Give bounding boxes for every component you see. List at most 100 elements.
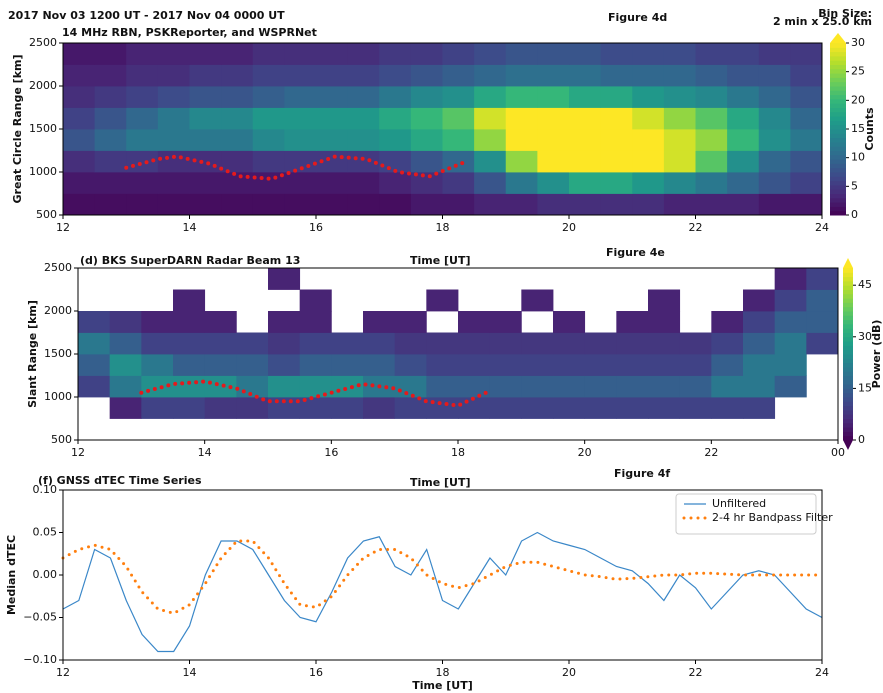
- heatmap-cell: [663, 150, 696, 173]
- colorbar-tick-label: 15: [851, 122, 865, 135]
- heatmap-cell: [189, 43, 222, 65]
- colorbar-extend: [843, 440, 853, 450]
- heatmap-cell: [157, 150, 190, 173]
- colorbar-segment: [843, 401, 853, 407]
- x-tick-label: 14: [183, 666, 197, 679]
- heatmap-cell: [94, 86, 127, 108]
- heatmap-cell: [63, 129, 96, 151]
- heatmap-cell: [426, 289, 459, 312]
- colorbar-segment: [830, 206, 846, 212]
- heatmap-cell: [537, 172, 570, 194]
- heatmap-cell: [806, 311, 839, 333]
- heatmap-cell: [126, 43, 159, 65]
- heatmap-cell: [695, 107, 728, 130]
- colorbar-segment: [830, 124, 846, 130]
- heatmap-cell: [252, 129, 285, 151]
- heatmap-cell: [268, 375, 301, 398]
- heatmap-cell: [663, 107, 696, 130]
- heatmap-cell: [600, 193, 633, 216]
- heatmap-cell: [331, 332, 364, 355]
- heatmap-cell: [695, 129, 728, 151]
- heatmap-cell: [189, 172, 222, 194]
- heatmap-cell: [268, 268, 301, 290]
- heatmap-cell: [632, 86, 665, 108]
- colorbar-tick-label: 45: [858, 278, 872, 291]
- heatmap-cell: [394, 397, 427, 419]
- heatmap-cell: [94, 193, 127, 216]
- heatmap-cell: [600, 129, 633, 151]
- heatmap-cell: [63, 64, 96, 87]
- colorbar-segment: [830, 68, 846, 74]
- heatmap-cell: [63, 193, 96, 216]
- heatmap-cell: [442, 86, 475, 108]
- colorbar-segment: [843, 345, 853, 351]
- heatmap-cell: [204, 397, 237, 419]
- colorbar-segment: [830, 116, 846, 121]
- heatmap-cell: [284, 64, 317, 87]
- heatmap-cell: [537, 43, 570, 65]
- heatmap-cell: [221, 64, 254, 87]
- colorbar-segment: [843, 341, 853, 346]
- y-tick-label: 2000: [29, 79, 57, 92]
- colorbar-segment: [830, 77, 846, 83]
- heatmap-cell: [236, 332, 269, 355]
- heatmap-cell: [774, 268, 807, 290]
- colorbar-segment: [830, 107, 846, 113]
- heatmap-cell: [505, 193, 538, 216]
- y-tick-label: 2500: [44, 261, 72, 274]
- heatmap-cell: [711, 332, 744, 355]
- y-tick-label: 500: [51, 433, 72, 446]
- colorbar-segment: [830, 189, 846, 194]
- heatmap-cell: [63, 43, 96, 65]
- heatmap-cell: [410, 43, 443, 65]
- heatmap-cell: [553, 332, 586, 355]
- colorbar-segment: [843, 311, 853, 316]
- heatmap-cell: [774, 311, 807, 333]
- heatmap-cell: [521, 397, 554, 419]
- heatmap-cell: [236, 397, 269, 419]
- heatmap-cell: [157, 64, 190, 87]
- colorbar-segment: [830, 64, 846, 70]
- heatmap-cell: [489, 332, 522, 355]
- series-line: [62, 531, 823, 653]
- heatmap-cell: [284, 107, 317, 130]
- heatmap-cell: [711, 311, 744, 333]
- heatmap-cell: [584, 397, 617, 419]
- heatmap-cell: [316, 64, 349, 87]
- heatmap-cell: [126, 129, 159, 151]
- heatmap-cell: [663, 129, 696, 151]
- colorbar-segment: [830, 98, 846, 104]
- colorbar-segment: [843, 302, 853, 308]
- heatmap-cell: [600, 86, 633, 108]
- heatmap-cell: [663, 172, 696, 194]
- y-tick-label: 1500: [44, 347, 72, 360]
- panel: (f) GNSS dTEC Time Series Figure 4f Time […: [5, 467, 833, 692]
- heatmap-cell: [505, 86, 538, 108]
- heatmap-cell: [299, 289, 332, 312]
- heatmap-cell: [679, 397, 712, 419]
- colorbar-segment: [843, 371, 853, 376]
- heatmap-cell: [109, 354, 142, 376]
- colorbar-segment: [830, 43, 846, 48]
- heatmap-cell: [442, 43, 475, 65]
- heatmap-cell: [505, 129, 538, 151]
- colorbar-segment: [830, 176, 846, 182]
- heatmap-cell: [743, 397, 776, 419]
- colorbar-segment: [830, 137, 846, 143]
- colorbar-extend: [830, 33, 846, 43]
- overlay-line: [139, 379, 492, 408]
- heatmap-cell: [442, 129, 475, 151]
- heatmap-cell: [316, 193, 349, 216]
- heatmap-cell: [316, 43, 349, 65]
- heatmap-cell: [758, 64, 791, 87]
- heatmap-cell: [63, 172, 96, 194]
- colorbar-segment: [830, 210, 846, 216]
- heatmap-cell: [157, 86, 190, 108]
- heatmap-cell: [474, 172, 507, 194]
- colorbar-segment: [843, 358, 853, 364]
- heatmap-cell: [221, 129, 254, 151]
- heatmap-cell: [758, 193, 791, 216]
- bin-size-label: 2 min x 25.0 km: [773, 15, 872, 28]
- heatmap-cell: [790, 86, 823, 108]
- heatmap-cell: [489, 375, 522, 398]
